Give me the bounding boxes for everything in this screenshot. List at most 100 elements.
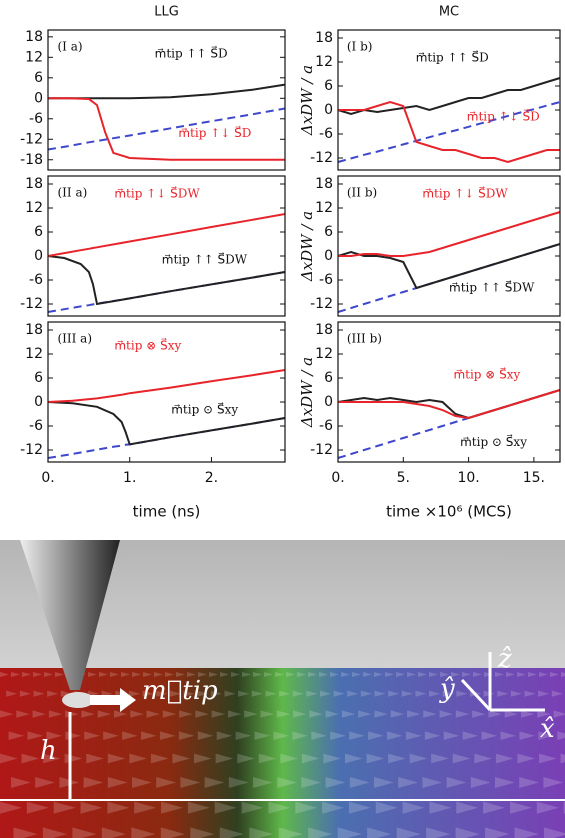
cone	[390, 710, 405, 718]
cone	[473, 672, 482, 677]
cone	[84, 731, 100, 740]
y-tick-label: -6	[319, 418, 333, 434]
cone	[215, 753, 234, 764]
cone	[495, 777, 515, 788]
cone	[156, 690, 168, 697]
cone	[398, 777, 418, 788]
cone	[0, 753, 18, 764]
cone	[131, 827, 156, 838]
cone	[21, 753, 40, 764]
cone	[122, 731, 138, 740]
cone	[159, 731, 176, 740]
cone	[165, 672, 174, 677]
cone	[183, 690, 195, 697]
cone	[422, 777, 443, 788]
cone	[456, 801, 479, 814]
cone	[528, 672, 537, 677]
cone	[401, 690, 413, 697]
cone	[388, 690, 400, 697]
annotation: m⃗tip ↑↓ S⃗D	[178, 125, 251, 140]
y-tick-label: -6	[29, 272, 43, 288]
cone	[375, 801, 398, 814]
annotation: m⃗tip ↑↑ S⃗D	[416, 49, 489, 64]
cone	[426, 827, 451, 838]
cone	[519, 777, 539, 788]
annotation: (III b)	[347, 331, 382, 345]
y-tick-label: 6	[324, 370, 333, 386]
cone	[0, 710, 14, 718]
annotation: (II b)	[347, 185, 377, 199]
x-tick-label: 2.	[205, 470, 218, 486]
y-tick-label: -6	[319, 272, 333, 288]
cone	[80, 801, 103, 814]
cone	[279, 690, 291, 697]
cone	[550, 672, 559, 677]
cone	[264, 672, 273, 677]
series-line	[47, 255, 286, 306]
cone	[337, 827, 362, 838]
annotation: (II a)	[57, 185, 87, 199]
cone	[277, 777, 297, 788]
cone	[142, 690, 154, 697]
cone	[292, 690, 304, 697]
cone	[363, 672, 372, 677]
annotation: (I a)	[57, 39, 82, 53]
cone	[452, 753, 471, 764]
y-tick-label: -12	[20, 296, 43, 312]
cone	[6, 690, 18, 697]
cone	[260, 710, 274, 718]
y-tick-label: -12	[20, 131, 43, 147]
cone	[286, 672, 295, 677]
cone	[474, 753, 492, 764]
cone	[253, 777, 273, 788]
cone	[446, 777, 467, 788]
cone	[504, 710, 518, 718]
cone	[161, 801, 183, 814]
cone	[333, 690, 345, 697]
cone	[374, 710, 388, 718]
cone	[121, 672, 130, 677]
z-label: ẑ	[497, 644, 512, 674]
cone	[227, 710, 242, 718]
cone	[517, 753, 536, 764]
cone	[113, 710, 128, 718]
cone	[13, 827, 38, 838]
cone	[349, 731, 365, 740]
y-tick-label: -6	[319, 126, 333, 142]
y-tick-label: 12	[315, 54, 333, 70]
annotation: (I b)	[347, 39, 373, 53]
cone	[251, 690, 263, 697]
cone	[347, 690, 359, 697]
cone	[216, 731, 233, 740]
cone	[276, 710, 291, 718]
cone	[462, 672, 471, 677]
y-tick-label: 18	[25, 29, 43, 45]
cone	[238, 690, 250, 697]
cone	[330, 731, 346, 740]
cone	[396, 672, 405, 677]
plot-frame	[337, 29, 561, 171]
cone	[429, 690, 441, 697]
cone	[322, 801, 345, 814]
series-line	[47, 369, 286, 403]
annotation: m⃗tip ↑↑ S⃗DW	[162, 251, 248, 266]
cone	[553, 710, 565, 718]
x-axis-label: time ×10⁶ (MCS)	[386, 503, 512, 521]
cone	[488, 710, 502, 718]
cone	[132, 672, 141, 677]
series-line	[338, 100, 560, 164]
plot-frame	[337, 175, 561, 317]
x-label: x̂	[540, 714, 555, 744]
cone	[407, 672, 416, 677]
cone	[536, 801, 559, 814]
y-tick-label: -6	[29, 111, 43, 127]
y-tick-label: 6	[34, 70, 43, 86]
cone	[179, 710, 193, 718]
x-tick-label: 15.	[523, 470, 545, 486]
cone	[349, 777, 370, 788]
cone	[97, 710, 111, 718]
y-tick-label: -12	[20, 442, 43, 458]
series-line	[47, 417, 286, 459]
cone	[325, 710, 339, 718]
